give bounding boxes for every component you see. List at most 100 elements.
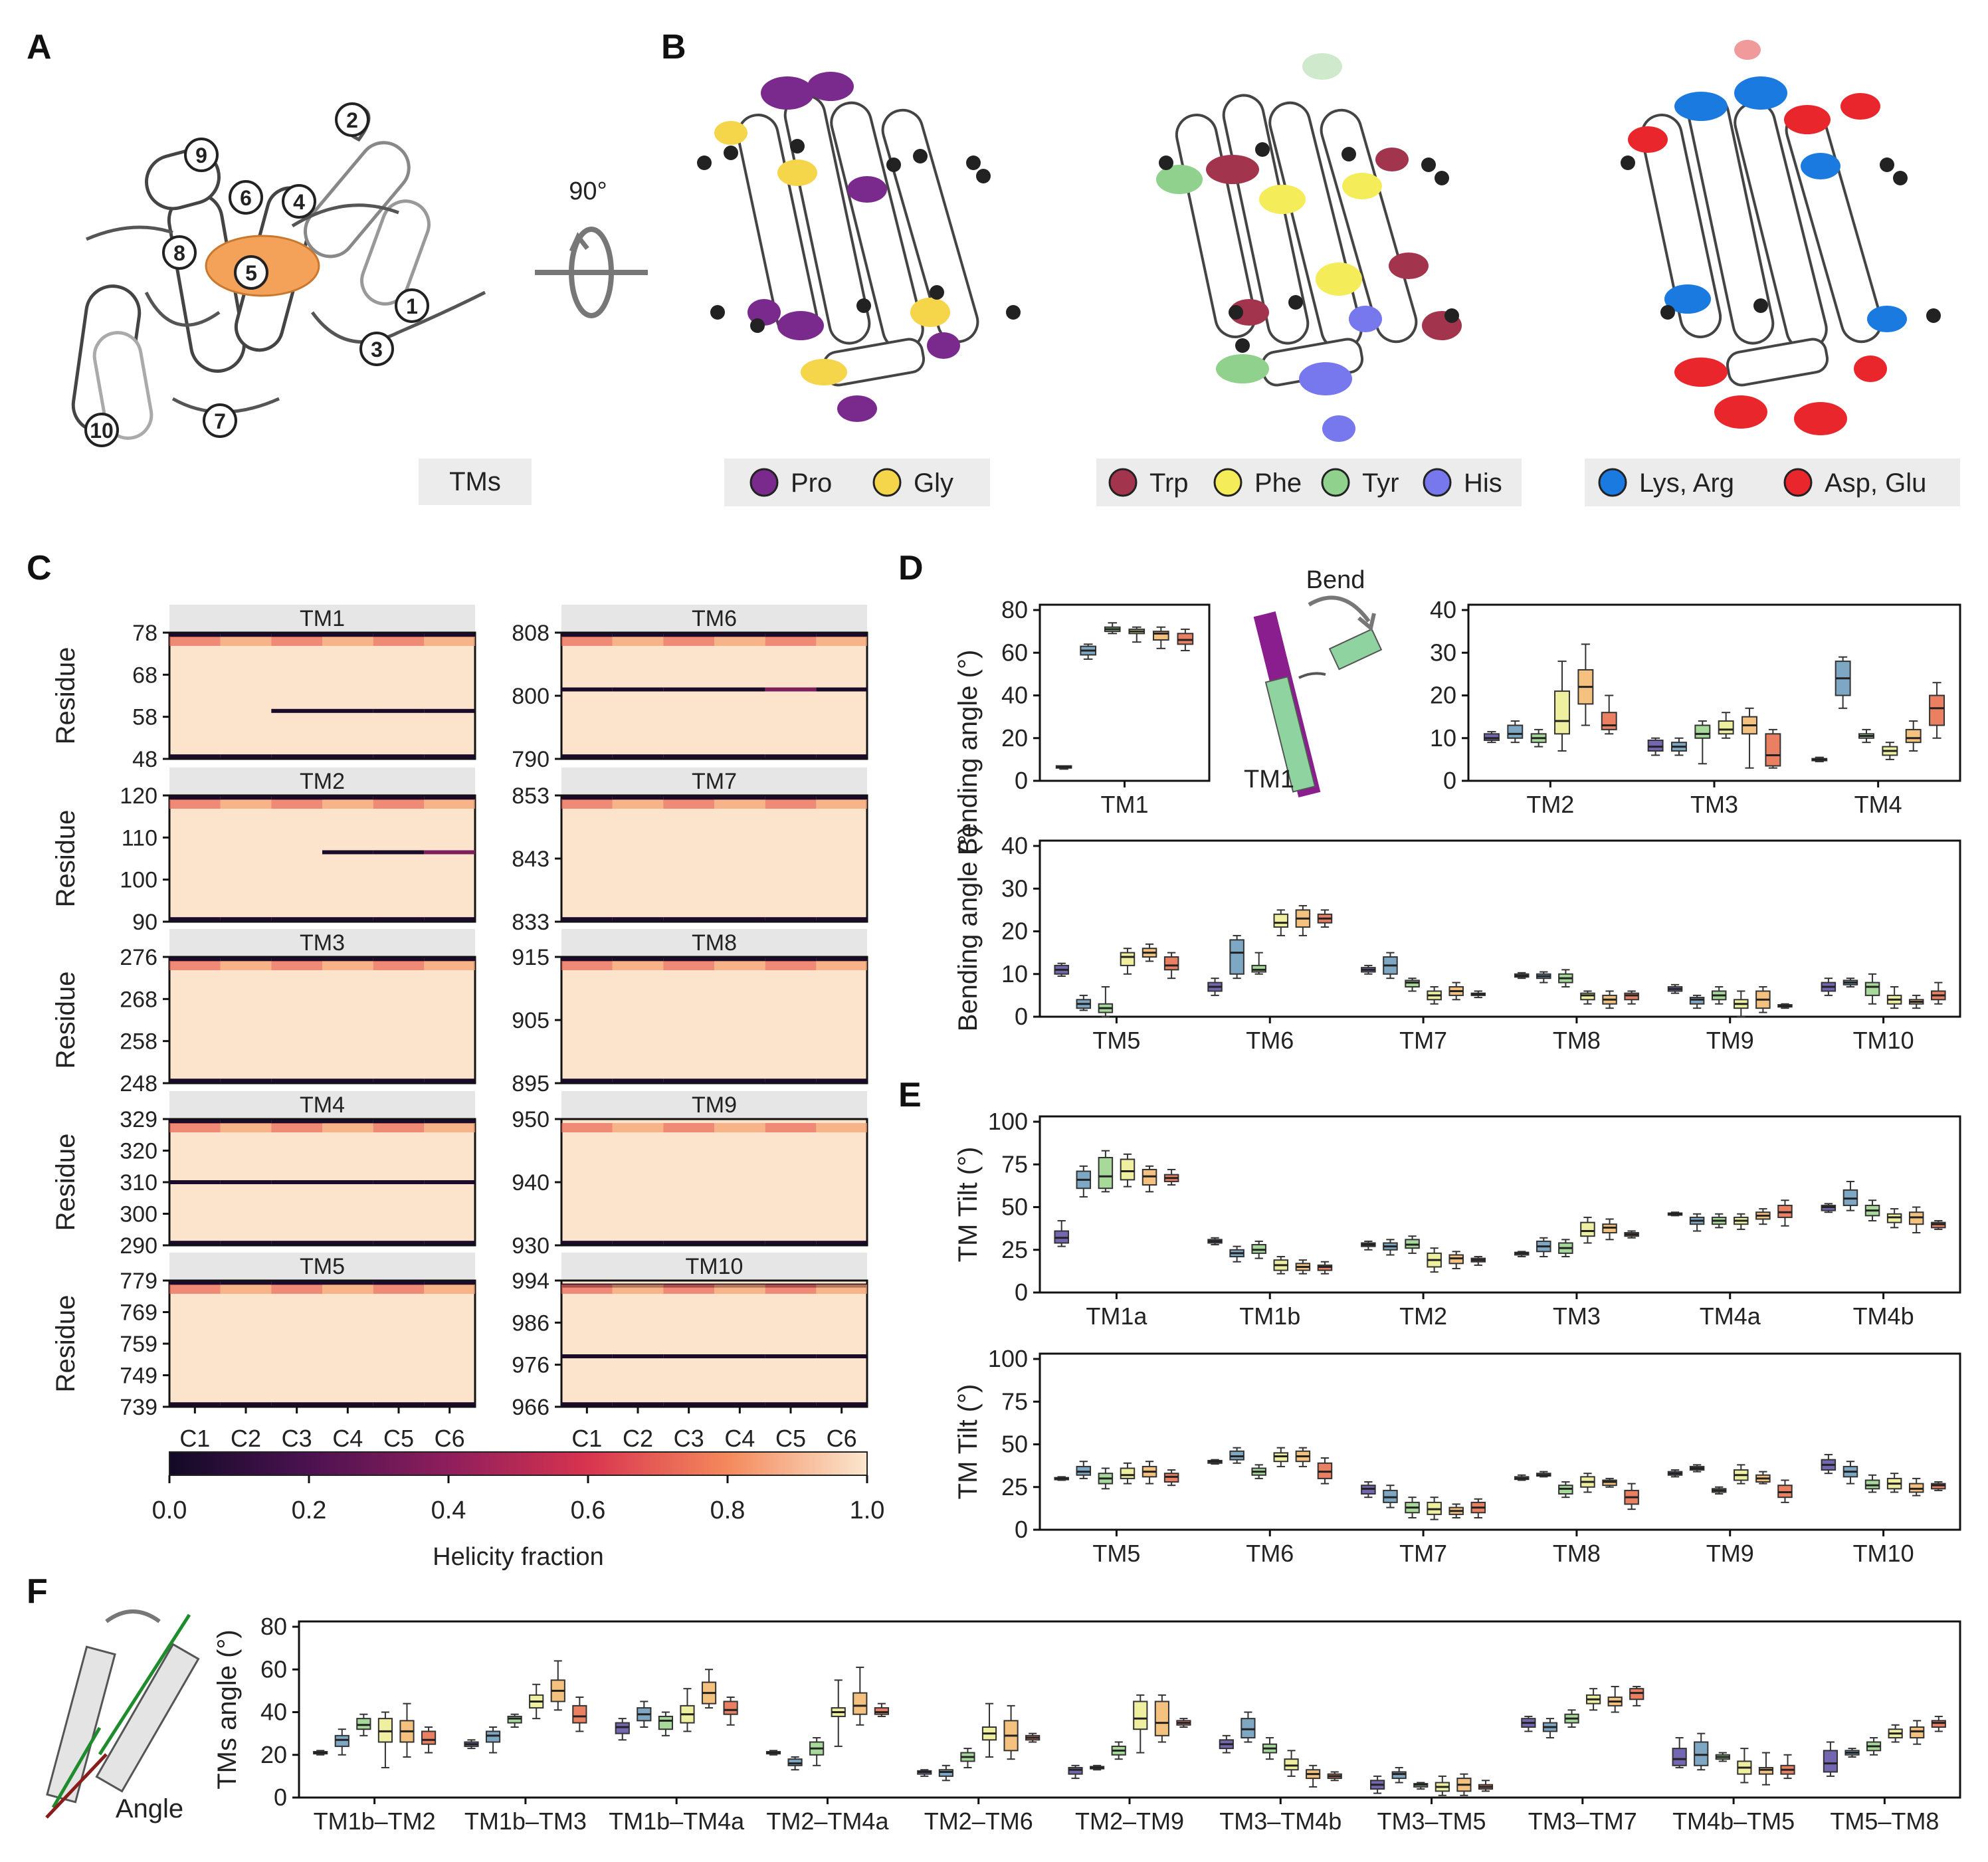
box-tm2-c3 [1405, 1235, 1420, 1254]
helix-number: 10 [90, 419, 114, 443]
heatmap-band-cell [663, 917, 714, 922]
box-tm1a-c4 [1120, 1153, 1136, 1188]
heatmap-xtick-label: C3 [282, 1425, 312, 1452]
heatmap-band-cell [612, 795, 664, 800]
box-iqr [1718, 720, 1734, 735]
plot-frame [298, 1620, 1961, 1799]
box-tm1b–tm4a-c1 [615, 1718, 630, 1741]
heatmap-title-bar [561, 929, 867, 957]
ytick-label: 20 [1430, 682, 1456, 709]
heatmap-title-bar [561, 1091, 867, 1119]
heatmap-band-cell [271, 1119, 322, 1124]
heatmap-band-cell [220, 1119, 272, 1124]
box-tm9-c6 [1777, 1479, 1793, 1503]
box-iqr [1133, 1701, 1148, 1730]
heatmap-cell [220, 961, 272, 970]
heatmap-cell [220, 799, 272, 809]
box-tm3–tm5-c1 [1370, 1775, 1385, 1794]
heatmap-cell [765, 1123, 817, 1132]
box-iqr [1580, 1221, 1595, 1237]
xtick-label: TM1b–TM2 [314, 1808, 436, 1835]
panel-label-c: C [27, 549, 52, 587]
legend-trp: Trp [1149, 468, 1189, 498]
heatmap-title-bar [169, 929, 475, 957]
heatmap-cell [220, 1123, 272, 1132]
box-tm2-c3 [1530, 728, 1547, 748]
box-iqr [615, 1722, 630, 1734]
heatmap-cell [714, 637, 765, 646]
heatmap-band-cell [424, 917, 475, 922]
box-tm3-c3 [1558, 1239, 1573, 1258]
rotation-arrow-icon [535, 227, 648, 318]
heatmap-band-cell [373, 1281, 425, 1285]
heatmap-ytick-label: 769 [120, 1300, 157, 1326]
heatmap-band-cell [220, 795, 272, 800]
heatmap-title-bar [169, 768, 475, 795]
heatmap-ytick-label: 994 [512, 1269, 549, 1294]
xtick-label: TM6 [1246, 1540, 1294, 1567]
heatmap-ytick-label: 268 [120, 987, 157, 1012]
y-axis-label: TM Tilt (°) [953, 1384, 983, 1500]
heatmap-band-cell [714, 1079, 765, 1083]
lys-arg-swatch-icon [1598, 468, 1627, 497]
ytick-label: 40 [1001, 832, 1028, 859]
box-iqr [1120, 1467, 1136, 1479]
heatmap-cell [271, 799, 322, 809]
heatmap-body [168, 956, 476, 1085]
box-tm10-c3 [1864, 973, 1880, 1005]
box-tm3–tm5-c2 [1391, 1767, 1407, 1784]
heatmap-band-cell [169, 1281, 221, 1285]
heatmap-ytick-label: 905 [512, 1008, 549, 1033]
box-tm6-c5 [1295, 904, 1311, 936]
heatmap-band-cell [271, 1402, 322, 1407]
box-tm1b–tm2-c4 [377, 1711, 393, 1769]
box-tm5-c2 [1076, 1461, 1092, 1479]
heatmap-ytick-label: 749 [120, 1364, 157, 1389]
heatmap-band-cell [765, 795, 817, 800]
heatmap-title: TM1 [300, 606, 345, 631]
rotation-label: 90° [569, 177, 607, 205]
box-tm6-c4 [1273, 909, 1289, 936]
box-tm1-c4 [1128, 626, 1145, 643]
heatmap-title-bar [169, 1091, 475, 1119]
legend-pro: Pro [791, 468, 832, 498]
box-tm2–tm9-c2 [1090, 1764, 1105, 1771]
box-iqr [1405, 980, 1420, 988]
box-tm6-c6 [1317, 1457, 1333, 1485]
heatmap-body [560, 631, 868, 760]
box-tm4b-c2 [1842, 1180, 1858, 1211]
box-tm2–tm6-c2 [938, 1764, 953, 1782]
panel-b-structure-charged [1628, 40, 1907, 435]
box-tm2–tm9-c1 [1068, 1764, 1083, 1780]
ytick-label: 0 [1015, 1003, 1028, 1030]
heatmap-band-cell [561, 1241, 613, 1245]
heatmap-cell [765, 799, 817, 809]
xtick-label: TM1a [1086, 1302, 1147, 1330]
heatmap-title: TM9 [692, 1092, 737, 1118]
box-tm2–tm4a-c5 [852, 1667, 868, 1726]
box-tm9-c2 [1689, 994, 1705, 1009]
ytick-label: 0 [1015, 1516, 1028, 1543]
heatmap-band-cell [271, 754, 322, 759]
heatmap-cell [561, 637, 613, 646]
box-tm5-c1 [1054, 962, 1069, 977]
xtick-label: TM1b [1239, 1302, 1300, 1330]
heatmap-band-cell [816, 1079, 867, 1083]
xtick-label: TM3 [1553, 1302, 1601, 1330]
box-tm1b-c3 [1251, 1240, 1266, 1259]
heatmap-band-cell [816, 957, 867, 962]
y-axis-label: Bending angle (°) [953, 650, 983, 856]
ytick-label: 20 [260, 1741, 287, 1768]
heatmap-band-cell [271, 957, 322, 962]
heatmap-cell [561, 1285, 613, 1294]
heatmap-band-cell [424, 1119, 475, 1124]
boxplot-1: 0 10 20 30 40 TM2 TM3 TM4 [1430, 596, 1961, 818]
box-tm2-c2 [1383, 1239, 1398, 1256]
heatmap-body [560, 956, 868, 1085]
heatmap-xtick-label: C5 [383, 1425, 414, 1452]
box-tm8-c5 [1602, 1477, 1617, 1488]
heatmap-band-cell [612, 917, 664, 922]
ytick-label: 10 [1001, 960, 1028, 987]
box-tm10-c2 [1842, 978, 1858, 988]
box-tm1-c2 [1080, 643, 1097, 660]
